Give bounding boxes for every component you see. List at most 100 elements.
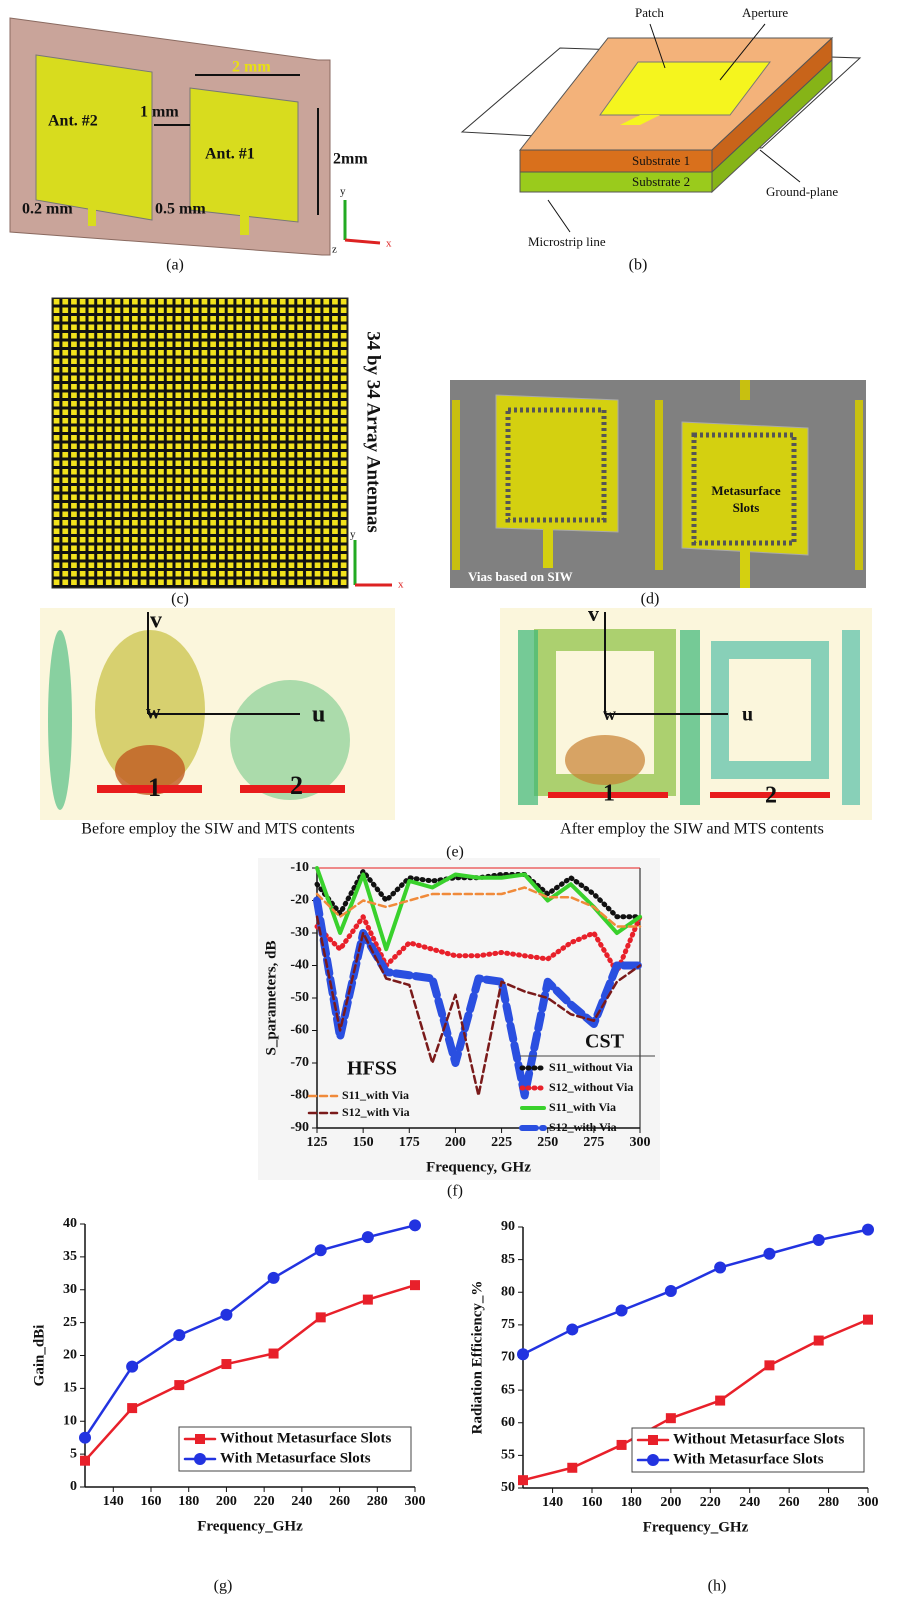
port: [710, 792, 830, 798]
marker: [127, 1403, 138, 1414]
x-axis-title: Frequency_GHz: [197, 1518, 303, 1534]
annotation: HFSS: [347, 1058, 397, 1080]
arrow: [719, 23, 766, 81]
label: Patch: [635, 5, 664, 20]
legend-label: With Metasurface Slots: [220, 1450, 371, 1466]
label: Ant. #2: [48, 113, 98, 130]
legend-marker: [648, 1435, 658, 1445]
feed: [543, 528, 553, 568]
marker: [763, 1247, 776, 1260]
label: Ground-plane: [766, 184, 838, 199]
x-tick-label: 225: [491, 1135, 512, 1150]
panel-label: (h): [708, 1578, 727, 1595]
axis-arrow: [344, 238, 381, 245]
x-tick-label: 260: [779, 1495, 800, 1510]
x-axis-title: Frequency_GHz: [643, 1519, 749, 1535]
panel-label: (b): [629, 257, 648, 274]
series-line: [315, 886, 642, 928]
y-tick-label: -40: [290, 958, 309, 973]
x-tick-label: 250: [537, 1135, 558, 1150]
patch: [189, 87, 299, 223]
label: Vias based on SIW: [468, 569, 573, 584]
via-strip: [452, 400, 460, 570]
series-line: [315, 866, 642, 952]
y-axis-title: S_parameters, dB: [263, 941, 279, 1056]
marker: [220, 1308, 233, 1321]
x-tick-label: 275: [583, 1135, 604, 1150]
y-tick-label: -60: [290, 1023, 309, 1038]
port: [548, 792, 668, 798]
label: 0.2 mm: [22, 201, 73, 218]
y-tick-label: -30: [290, 925, 309, 940]
label: Substrate 1: [632, 153, 690, 168]
caption: After employ the SIW and MTS contents: [560, 821, 824, 838]
y-tick-label: -80: [290, 1088, 309, 1103]
legend-label: S12_with Via: [342, 1105, 410, 1119]
y-axis-title: Radiation Efficiency_%: [469, 1281, 485, 1435]
via-strip: [855, 400, 863, 570]
series-line: [83, 1283, 417, 1462]
marker: 1: [148, 773, 161, 802]
marker: [517, 1348, 529, 1361]
marker: u: [312, 702, 325, 728]
legend-label: S11_with Via: [549, 1100, 616, 1114]
marker: [665, 1413, 676, 1424]
x-tick-label: 140: [103, 1494, 124, 1509]
y-tick-label: 25: [63, 1315, 77, 1330]
y-tick-label: 90: [501, 1219, 515, 1234]
arrow: [649, 23, 666, 69]
marker: [268, 1348, 279, 1359]
label: 1 mm: [140, 104, 179, 121]
field: [95, 630, 205, 790]
y-tick-label: -50: [290, 990, 309, 1005]
marker: [616, 1439, 627, 1450]
label: 2mm: [333, 151, 368, 168]
port: [240, 785, 345, 793]
x-tick-label: 260: [329, 1494, 350, 1509]
y-tick-label: -20: [290, 893, 309, 908]
substrate-2-side: [711, 58, 833, 194]
panel-label: (f): [447, 1183, 463, 1200]
marker: [80, 1455, 90, 1466]
label: 2 mm: [232, 59, 271, 76]
panel-c: 34 by 34 Array Antennas y x: [51, 297, 404, 591]
field: [680, 630, 700, 805]
x-tick-label: 150: [353, 1135, 374, 1150]
x-tick-label: 180: [621, 1495, 642, 1510]
series-line: [83, 1224, 417, 1439]
marker: [862, 1223, 874, 1236]
patch: [35, 54, 153, 221]
marker: [813, 1335, 824, 1346]
field: [230, 680, 350, 800]
y-tick-label: 0: [70, 1479, 77, 1494]
feed: [88, 188, 96, 226]
x-tick-label: 175: [399, 1135, 420, 1150]
y-tick-label: -90: [290, 1120, 309, 1135]
y-tick-label: 50: [501, 1480, 515, 1495]
marker: [664, 1284, 677, 1297]
field: [842, 630, 860, 805]
y-tick-label: -70: [290, 1055, 309, 1070]
legend-box: [178, 1426, 412, 1472]
y-tick-label: 30: [63, 1282, 77, 1297]
x-tick-label: 200: [660, 1495, 681, 1510]
y-axis-title: Gain_dBi: [31, 1325, 47, 1387]
legend-label: S12_without Via: [549, 1080, 633, 1094]
axis-label: y: [340, 186, 346, 198]
series-line: [521, 1228, 870, 1356]
marker: [715, 1395, 726, 1406]
y-tick-label: 55: [501, 1448, 515, 1463]
label: Microstrip line: [528, 234, 606, 249]
x-tick-label: 280: [818, 1495, 839, 1510]
marker: [714, 1261, 727, 1274]
port: [97, 785, 202, 793]
caption: Before employ the SIW and MTS contents: [81, 821, 354, 838]
panel-title: 34 by 34 Array Antennas: [363, 331, 384, 533]
x-tick-label: 160: [141, 1494, 162, 1509]
marker: [267, 1271, 280, 1284]
field: [565, 735, 645, 785]
y-tick-label: 75: [501, 1317, 515, 1332]
marker: [863, 1314, 873, 1325]
marker: 2: [290, 771, 303, 800]
